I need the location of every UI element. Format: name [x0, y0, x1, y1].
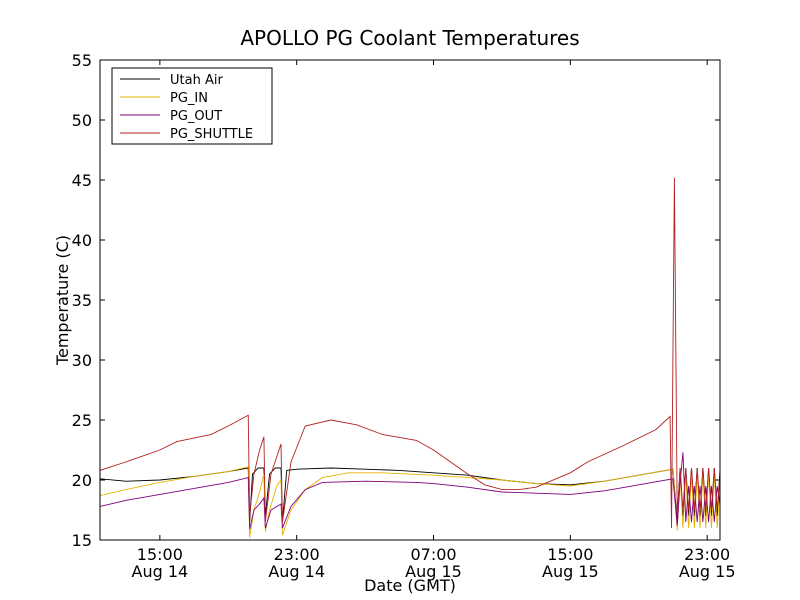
legend: Utah Air PG_IN PG_OUT PG_SHUTTLE	[111, 67, 273, 145]
series-line-pg-out	[100, 452, 720, 530]
y-tick-label: 50	[72, 111, 92, 130]
x-tick-date-label: Aug 15	[679, 562, 736, 581]
legend-box	[111, 67, 273, 145]
x-tick-label: 23:00	[684, 545, 730, 564]
x-tick-date-label: Aug 15	[542, 562, 599, 581]
series-line-pg-in	[100, 466, 720, 538]
x-tick-date-label: Aug 14	[268, 562, 325, 581]
x-tick-label: 23:00	[274, 545, 320, 564]
chart-title: APOLLO PG Coolant Temperatures	[240, 26, 579, 50]
x-tick-label: 07:00	[410, 545, 456, 564]
legend-label: PG_SHUTTLE	[170, 127, 253, 142]
y-tick-label: 30	[72, 351, 92, 370]
y-tick-label: 55	[72, 51, 92, 70]
y-tick-label: 45	[72, 171, 92, 190]
x-tick-label: 15:00	[137, 545, 183, 564]
y-tick-label: 20	[72, 471, 92, 490]
legend-label: PG_IN	[170, 91, 208, 106]
y-tick-label: 40	[72, 231, 92, 250]
series-layer	[100, 177, 720, 538]
x-tick-date-label: Aug 14	[132, 562, 189, 581]
y-tick-label: 25	[72, 411, 92, 430]
y-tick-label: 15	[72, 531, 92, 550]
x-tick-date-label: Aug 15	[405, 562, 462, 581]
x-tick-label: 15:00	[547, 545, 593, 564]
plot-area	[99, 59, 721, 541]
y-tick-label: 35	[72, 291, 92, 310]
series-line-pg-shuttle	[100, 177, 720, 529]
y-axis-label: Temperature (C)	[53, 235, 72, 366]
legend-label: Utah Air	[170, 73, 223, 88]
x-axis-label: Date (GMT)	[364, 576, 456, 595]
y-axis: 15 20 25 30 35 40 45 50 55	[72, 51, 720, 550]
legend-label: PG_OUT	[170, 109, 222, 124]
